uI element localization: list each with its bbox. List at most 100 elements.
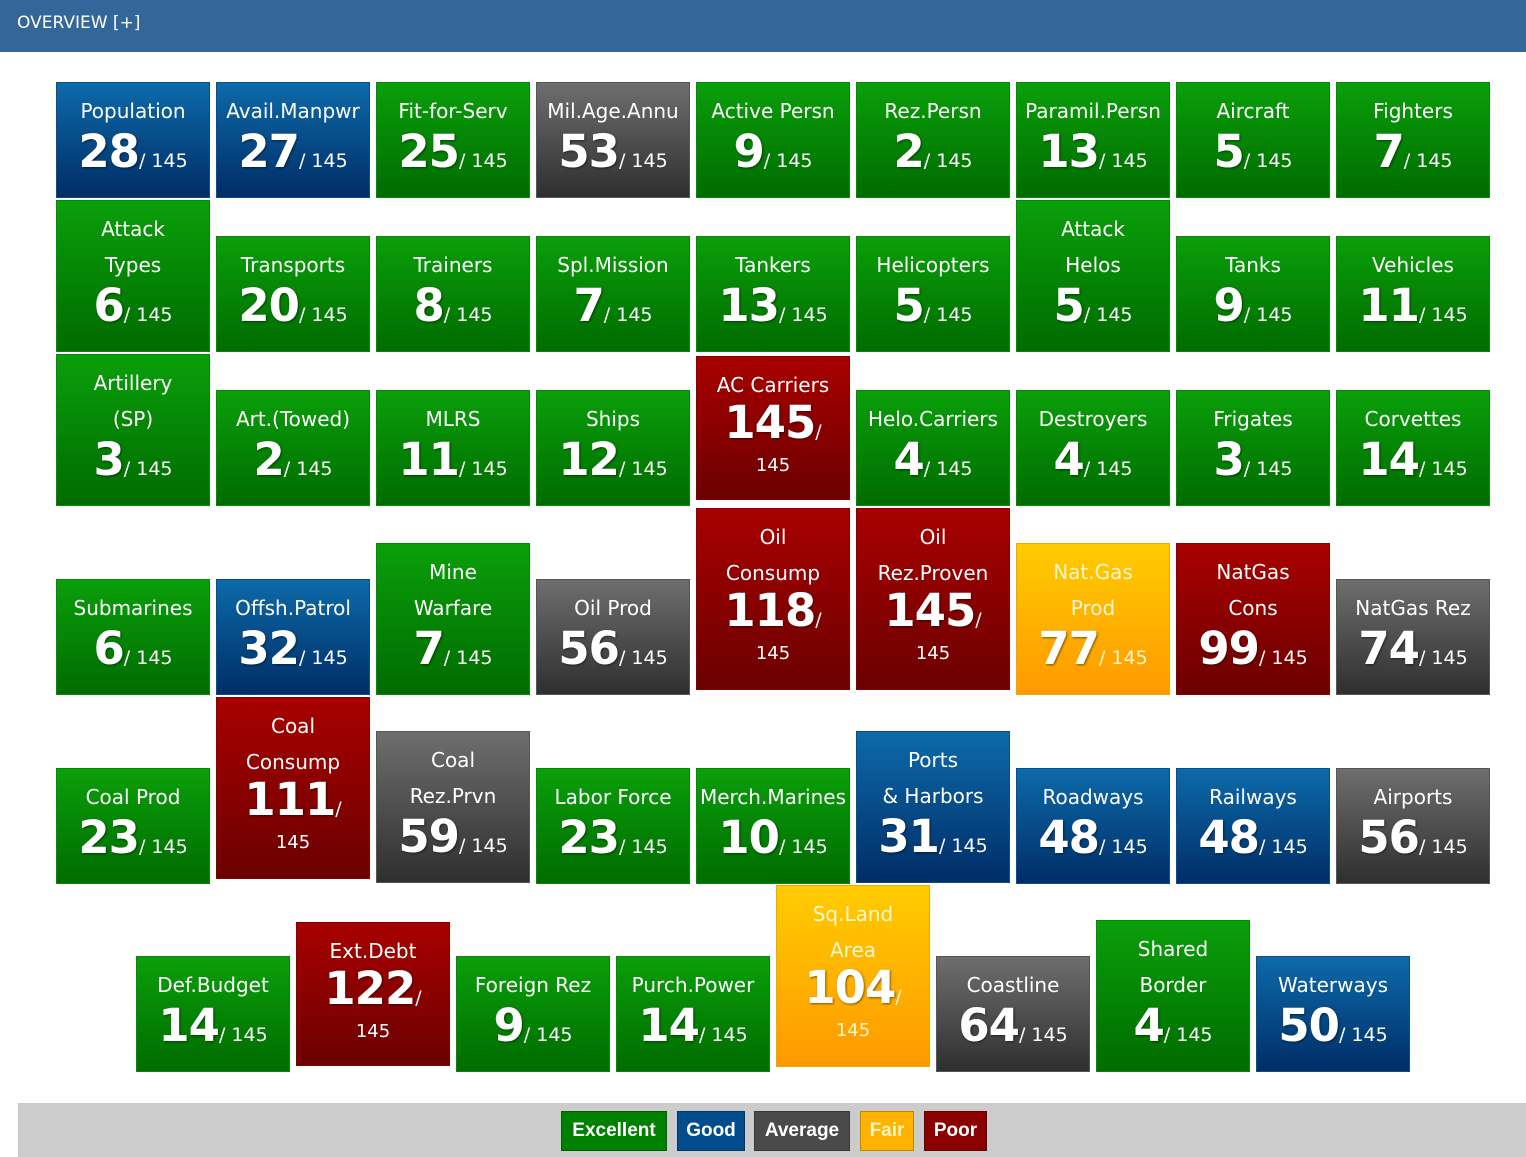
tile-ac-carriers[interactable]: AC Carriers 145/145 — [696, 356, 850, 500]
rank-separator: / — [138, 150, 146, 172]
tile-mlrs[interactable]: MLRS 11/ 145 — [376, 390, 530, 506]
tile-attack-types[interactable]: Attack Types 6/ 145 — [56, 200, 210, 352]
tile-airports[interactable]: Airports 56/ 145 — [1336, 768, 1490, 884]
tile-vehicles[interactable]: Vehicles 11/ 145 — [1336, 236, 1490, 352]
tile-label: Roadways — [1042, 785, 1144, 809]
tile-destroyers[interactable]: Destroyers 4/ 145 — [1016, 390, 1170, 506]
tile-paramil-persn[interactable]: Paramil.Persn 13/ 145 — [1016, 82, 1170, 198]
rank-separator: / — [618, 836, 626, 858]
header-bar: OVERVIEW [+] — [0, 0, 1526, 52]
rank-separator: / — [1098, 150, 1106, 172]
tile-rank: 13/ 145 — [697, 283, 849, 339]
rank-separator: / — [763, 150, 771, 172]
rank-total: 145 — [465, 458, 508, 480]
tile-helicopters[interactable]: Helicopters 5/ 145 — [856, 236, 1010, 352]
tile-helo-carriers[interactable]: Helo.Carriers 4/ 145 — [856, 390, 1010, 506]
rank-total: 145 — [275, 832, 311, 853]
tile-natgas-cons[interactable]: NatGas Cons 99/ 145 — [1176, 543, 1330, 695]
tile-transports[interactable]: Transports 20/ 145 — [216, 236, 370, 352]
tile-merch-marines[interactable]: Merch.Marines 10/ 145 — [696, 768, 850, 884]
rank-separator: / — [618, 150, 626, 172]
tile-waterways[interactable]: Waterways 50/ 145 — [1256, 956, 1410, 1072]
rank-value: 27 — [238, 125, 300, 178]
tile-roadways[interactable]: Roadways 48/ 145 — [1016, 768, 1170, 884]
tile-label: Ships — [585, 407, 641, 431]
rank-total: 145 — [450, 647, 493, 669]
tile-ports-harbors[interactable]: Ports & Harbors 31/ 145 — [856, 731, 1010, 883]
tile-rank: 5/ 145 — [857, 283, 1009, 339]
tile-tankers[interactable]: Tankers 13/ 145 — [696, 236, 850, 352]
tile-foreign-rez[interactable]: Foreign Rez 9/ 145 — [456, 956, 610, 1072]
tile-active-persn[interactable]: Active Persn 9/ 145 — [696, 82, 850, 198]
tile-artillery-sp[interactable]: Artillery (SP) 3/ 145 — [56, 354, 210, 506]
rank-separator: / — [778, 836, 786, 858]
tile-ext-debt[interactable]: Ext.Debt 122/ 145 — [296, 922, 450, 1066]
legend-average[interactable]: Average — [754, 1111, 850, 1151]
tile-def-budget[interactable]: Def.Budget 14/ 145 — [136, 956, 290, 1072]
tile-aircraft[interactable]: Aircraft 5/ 145 — [1176, 82, 1330, 198]
tile-fighters[interactable]: Fighters 7/ 145 — [1336, 82, 1490, 198]
tile-avail-manpwr[interactable]: Avail.Manpwr 27/ 145 — [216, 82, 370, 198]
tile-corvettes[interactable]: Corvettes 14/ 145 — [1336, 390, 1490, 506]
legend-excellent[interactable]: Excellent — [561, 1111, 667, 1151]
tile-submarines[interactable]: Submarines 6/ 145 — [56, 579, 210, 695]
tile-rez-persn[interactable]: Rez.Persn 2/ 145 — [856, 82, 1010, 198]
tile-spl-mission[interactable]: Spl.Mission 7/ 145 — [536, 236, 690, 352]
tile-nat-gas-prod[interactable]: Nat.Gas Prod 77/ 145 — [1016, 543, 1170, 695]
rank-separator: / — [923, 304, 931, 326]
rank-value: 11 — [398, 433, 460, 486]
tile-coastline[interactable]: Coastline 64/ 145 — [936, 956, 1090, 1072]
rank-separator: / — [815, 609, 822, 631]
tile-label: Art.(Towed) — [235, 407, 351, 431]
rank-separator: / — [415, 987, 422, 1009]
tile-offsh-patrol[interactable]: Offsh.Patrol 32/ 145 — [216, 579, 370, 695]
rank-total: 145 — [930, 458, 973, 480]
tile-mil-age-annu[interactable]: Mil.Age.Annu 53/ 145 — [536, 82, 690, 198]
tile-trainers[interactable]: Trainers 8/ 145 — [376, 236, 530, 352]
rank-value: 111 — [244, 773, 336, 826]
tile-labor-force[interactable]: Labor Force 23/ 145 — [536, 768, 690, 884]
tile-tanks[interactable]: Tanks 9/ 145 — [1176, 236, 1330, 352]
legend-good[interactable]: Good — [677, 1111, 745, 1151]
tile-label: Attack Types — [101, 217, 165, 277]
legend-poor[interactable]: Poor — [924, 1111, 987, 1151]
rank-value: 9 — [493, 999, 524, 1052]
rank-separator: / — [283, 458, 291, 480]
tile-coal-consump[interactable]: Coal Consump 111/ 145 — [216, 697, 370, 879]
tile-railways[interactable]: Railways 48/ 145 — [1176, 768, 1330, 884]
tile-art-towed[interactable]: Art.(Towed) 2/ 145 — [216, 390, 370, 506]
tile-oil-prod[interactable]: Oil Prod 56/ 145 — [536, 579, 690, 695]
tile-label: Merch.Marines — [699, 785, 847, 809]
rank-value: 6 — [93, 622, 124, 675]
tile-ships[interactable]: Ships 12/ 145 — [536, 390, 690, 506]
rank-value: 5 — [1053, 279, 1084, 332]
rank-total: 145 — [1090, 458, 1133, 480]
tile-coal-prod[interactable]: Coal Prod 23/ 145 — [56, 768, 210, 884]
rank-value: 23 — [558, 811, 620, 864]
tile-frigates[interactable]: Frigates 3/ 145 — [1176, 390, 1330, 506]
tile-population[interactable]: Population 28/ 145 — [56, 82, 210, 198]
tile-fit-for-serv[interactable]: Fit-for-Serv 25/ 145 — [376, 82, 530, 198]
tile-coal-rez-prvn[interactable]: Coal Rez.Prvn 59/ 145 — [376, 731, 530, 883]
tile-oil-rez-proven[interactable]: Oil Rez.Proven 145/145 — [856, 508, 1010, 690]
tile-shared-border[interactable]: Shared Border 4/ 145 — [1096, 920, 1250, 1072]
rank-separator: / — [603, 304, 611, 326]
tile-attack-helos[interactable]: Attack Helos 5/ 145 — [1016, 200, 1170, 352]
legend-fair[interactable]: Fair — [860, 1111, 914, 1151]
tile-rank: 4/ 145 — [1097, 1003, 1249, 1059]
rank-value: 7 — [413, 622, 444, 675]
rank-separator: / — [1083, 304, 1091, 326]
tile-purch-power[interactable]: Purch.Power 14/ 145 — [616, 956, 770, 1072]
rank-value: 14 — [638, 999, 700, 1052]
tile-rank: 99/ 145 — [1177, 626, 1329, 682]
overview-toggle[interactable]: OVERVIEW [+] — [17, 13, 141, 33]
tile-sq-land-area[interactable]: Sq.Land Area 104/ 145 — [776, 885, 930, 1067]
tile-label: Shared Border — [1137, 937, 1209, 997]
rank-separator: / — [458, 458, 466, 480]
tile-natgas-rez[interactable]: NatGas Rez 74/ 145 — [1336, 579, 1490, 695]
rank-total: 145 — [1090, 304, 1133, 326]
tile-mine-warfare[interactable]: Mine Warfare 7/ 145 — [376, 543, 530, 695]
tile-label: Coal Consump — [245, 714, 341, 774]
tile-oil-consump[interactable]: Oil Consump 118/ 145 — [696, 508, 850, 690]
tile-label: Population — [80, 99, 186, 123]
